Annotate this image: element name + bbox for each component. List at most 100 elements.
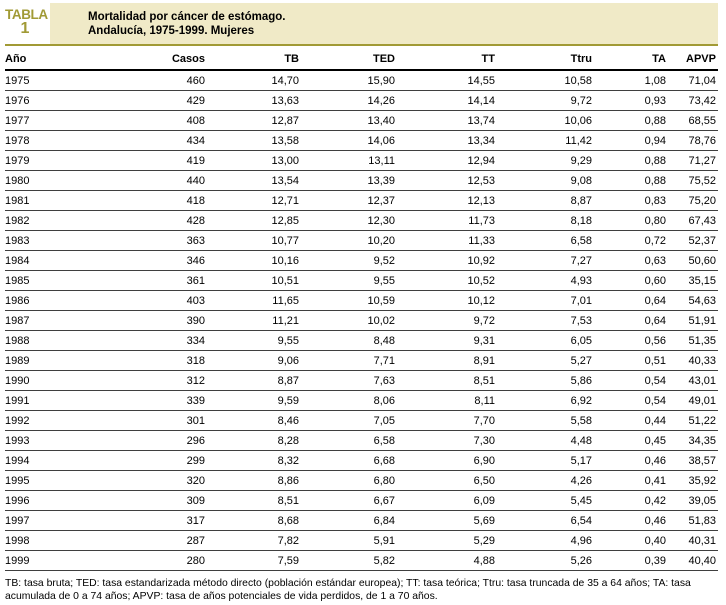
cell-year: 1984 bbox=[5, 250, 135, 271]
cell-value: 6,50 bbox=[397, 470, 497, 491]
cell-value: 0,94 bbox=[594, 130, 668, 151]
cell-value: 13,40 bbox=[301, 110, 397, 131]
cell-value: 0,60 bbox=[594, 270, 668, 291]
cell-value: 49,01 bbox=[668, 390, 718, 411]
cell-value: 13,58 bbox=[207, 130, 301, 151]
cell-value: 9,08 bbox=[497, 170, 594, 191]
cell-value: 13,39 bbox=[301, 170, 397, 191]
cell-year: 1975 bbox=[5, 70, 135, 91]
cell-value: 8,51 bbox=[207, 490, 301, 511]
cell-value: 52,37 bbox=[668, 230, 718, 251]
cell-value: 5,45 bbox=[497, 490, 594, 511]
column-header-ta: TA bbox=[594, 47, 668, 71]
table-row: 1991 339 9,59 8,06 8,11 6,92 0,54 49,01 bbox=[5, 390, 718, 411]
cell-value: 9,29 bbox=[497, 150, 594, 171]
cell-year: 1976 bbox=[5, 90, 135, 111]
cell-value: 0,40 bbox=[594, 530, 668, 551]
cell-value: 10,59 bbox=[301, 290, 397, 311]
cell-value: 10,20 bbox=[301, 230, 397, 251]
cell-value: 9,52 bbox=[301, 250, 397, 271]
cell-year: 1986 bbox=[5, 290, 135, 311]
cell-value: 390 bbox=[135, 310, 207, 331]
cell-value: 10,92 bbox=[397, 250, 497, 271]
title-banner: Mortalidad por cáncer de estómago. Andal… bbox=[50, 3, 718, 44]
table-row: 1982 428 12,85 12,30 11,73 8,18 0,80 67,43 bbox=[5, 210, 718, 231]
cell-value: 0,39 bbox=[594, 550, 668, 571]
table-row: 1996 309 8,51 6,67 6,09 5,45 0,42 39,05 bbox=[5, 490, 718, 511]
cell-value: 0,63 bbox=[594, 250, 668, 271]
cell-value: 43,01 bbox=[668, 370, 718, 391]
cell-value: 5,29 bbox=[397, 530, 497, 551]
cell-value: 75,52 bbox=[668, 170, 718, 191]
cell-year: 1994 bbox=[5, 450, 135, 471]
cell-value: 7,01 bbox=[497, 290, 594, 311]
cell-value: 7,53 bbox=[497, 310, 594, 331]
cell-value: 0,88 bbox=[594, 150, 668, 171]
cell-value: 8,18 bbox=[497, 210, 594, 231]
cell-value: 0,88 bbox=[594, 170, 668, 191]
cell-value: 5,26 bbox=[497, 550, 594, 571]
cell-value: 9,55 bbox=[207, 330, 301, 351]
cell-value: 8,68 bbox=[207, 510, 301, 531]
footnote: TB: tasa bruta; TED: tasa estandarizada … bbox=[5, 578, 691, 602]
cell-value: 4,88 bbox=[397, 550, 497, 571]
cell-year: 1987 bbox=[5, 310, 135, 331]
cell-value: 6,58 bbox=[301, 430, 397, 451]
tabla-badge: TABLA 1 bbox=[5, 3, 50, 44]
cell-year: 1989 bbox=[5, 350, 135, 371]
cell-year: 1992 bbox=[5, 410, 135, 431]
cell-value: 14,06 bbox=[301, 130, 397, 151]
cell-year: 1991 bbox=[5, 390, 135, 411]
column-header-ttru: Ttru bbox=[497, 47, 594, 71]
cell-value: 7,70 bbox=[397, 410, 497, 431]
cell-value: 38,57 bbox=[668, 450, 718, 471]
cell-year: 1981 bbox=[5, 190, 135, 211]
cell-value: 12,30 bbox=[301, 210, 397, 231]
cell-value: 35,15 bbox=[668, 270, 718, 291]
cell-value: 10,06 bbox=[497, 110, 594, 131]
cell-year: 1983 bbox=[5, 230, 135, 251]
cell-value: 12,13 bbox=[397, 190, 497, 211]
cell-value: 434 bbox=[135, 130, 207, 151]
cell-value: 13,63 bbox=[207, 90, 301, 111]
cell-value: 7,82 bbox=[207, 530, 301, 551]
table-row: 1981 418 12,71 12,37 12,13 8,87 0,83 75,20 bbox=[5, 190, 718, 211]
cell-value: 309 bbox=[135, 490, 207, 511]
table-row: 1993 296 8,28 6,58 7,30 4,48 0,45 34,35 bbox=[5, 430, 718, 451]
cell-value: 12,94 bbox=[397, 150, 497, 171]
cell-value: 0,46 bbox=[594, 450, 668, 471]
cell-year: 1999 bbox=[5, 550, 135, 571]
cell-value: 7,27 bbox=[497, 250, 594, 271]
cell-value: 6,90 bbox=[397, 450, 497, 471]
cell-year: 1980 bbox=[5, 170, 135, 191]
cell-value: 0,64 bbox=[594, 310, 668, 331]
cell-value: 280 bbox=[135, 550, 207, 571]
cell-value: 14,26 bbox=[301, 90, 397, 111]
cell-value: 12,87 bbox=[207, 110, 301, 131]
cell-value: 8,28 bbox=[207, 430, 301, 451]
cell-value: 296 bbox=[135, 430, 207, 451]
cell-value: 5,91 bbox=[301, 530, 397, 551]
cell-value: 0,41 bbox=[594, 470, 668, 491]
cell-value: 10,58 bbox=[497, 70, 594, 91]
table-row: 1995 320 8,86 6,80 6,50 4,26 0,41 35,92 bbox=[5, 470, 718, 491]
cell-value: 14,14 bbox=[397, 90, 497, 111]
cell-value: 8,87 bbox=[497, 190, 594, 211]
cell-value: 0,83 bbox=[594, 190, 668, 211]
cell-value: 9,55 bbox=[301, 270, 397, 291]
cell-value: 68,55 bbox=[668, 110, 718, 131]
cell-value: 11,73 bbox=[397, 210, 497, 231]
cell-value: 7,30 bbox=[397, 430, 497, 451]
cell-value: 6,68 bbox=[301, 450, 397, 471]
cell-value: 78,76 bbox=[668, 130, 718, 151]
cell-value: 440 bbox=[135, 170, 207, 191]
tabla-number: 1 bbox=[20, 20, 30, 37]
cell-year: 1978 bbox=[5, 130, 135, 151]
cell-value: 429 bbox=[135, 90, 207, 111]
table-row: 1992 301 8,46 7,05 7,70 5,58 0,44 51,22 bbox=[5, 410, 718, 431]
cell-value: 334 bbox=[135, 330, 207, 351]
table-row: 1997 317 8,68 6,84 5,69 6,54 0,46 51,83 bbox=[5, 510, 718, 531]
cell-value: 299 bbox=[135, 450, 207, 471]
cell-value: 419 bbox=[135, 150, 207, 171]
cell-value: 13,34 bbox=[397, 130, 497, 151]
